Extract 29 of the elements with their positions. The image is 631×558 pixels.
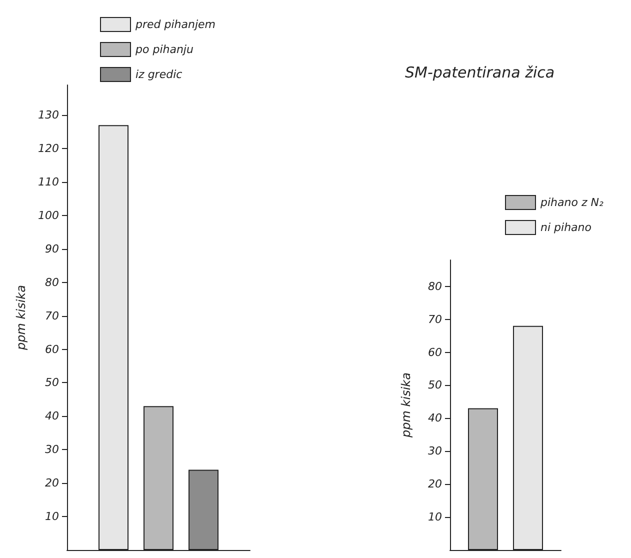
y-tick-label: 70 <box>45 309 59 322</box>
legend-label: po pihanju <box>134 43 194 56</box>
y-tick-label: 30 <box>45 443 59 456</box>
y-tick-label: 20 <box>45 476 59 490</box>
legend-label: pihano z N₂ <box>540 196 604 209</box>
legend-label: iz gredic <box>136 68 182 81</box>
y-tick-label: 110 <box>38 176 59 189</box>
chart-title: SM-patentirana žica <box>405 64 555 82</box>
y-axis-title: ppm kisika <box>399 372 413 438</box>
y-tick-label: 80 <box>45 276 59 289</box>
y-tick-label: 40 <box>45 410 59 423</box>
y-tick-label: 90 <box>45 242 59 256</box>
y-tick-label: 60 <box>428 346 442 359</box>
y-tick-label: 10 <box>428 510 442 524</box>
y-tick-label: 40 <box>428 412 442 425</box>
y-tick-label: 70 <box>428 312 442 326</box>
legend-label: pred pihanjem <box>134 18 216 31</box>
legend-label: ni pihano <box>540 221 592 234</box>
y-tick-label: 120 <box>38 142 59 156</box>
y-tick-label: 10 <box>45 510 59 524</box>
y-tick-label: 30 <box>428 444 442 458</box>
y-axis-title: ppm kisika <box>14 285 28 351</box>
y-tick-label: 20 <box>428 478 442 491</box>
y-tick-label: 100 <box>38 208 59 222</box>
y-tick-label: 50 <box>428 378 442 392</box>
y-tick-label: 130 <box>38 108 59 122</box>
y-tick-label: 50 <box>45 376 59 390</box>
y-tick-label: 60 <box>45 342 59 356</box>
y-tick-label: 80 <box>428 280 442 293</box>
